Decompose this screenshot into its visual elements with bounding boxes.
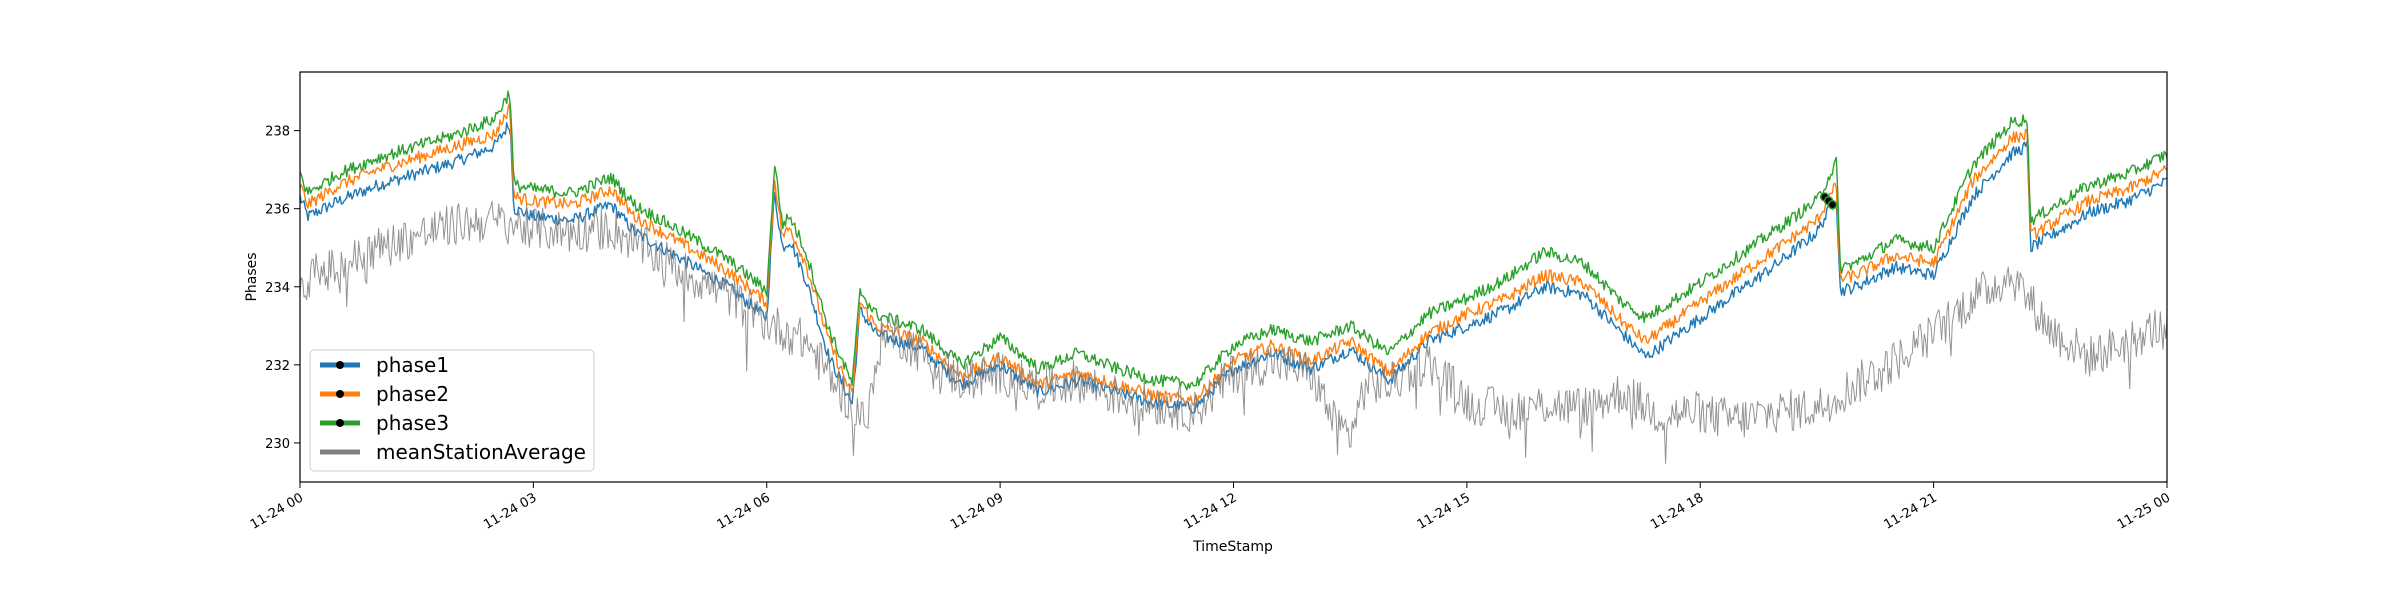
y-tick-label-4: 238: [265, 125, 290, 140]
y-axis: 230 232 234 236 238: [265, 125, 300, 452]
series-line-meanStationAverage: [299, 200, 2168, 464]
marker-layer: [1819, 192, 1838, 210]
series-layer: [299, 90, 2168, 464]
legend-marker-phase2: [336, 390, 344, 398]
y-tick-label-3: 236: [265, 203, 290, 218]
y-axis-label: Phases: [244, 252, 260, 301]
y-tick-label-1: 232: [265, 359, 290, 374]
data-marker-2: [1827, 200, 1838, 210]
legend-items: phase1 phase2 phase3 meanStationAverage: [320, 353, 586, 464]
y-tick-label-0: 230: [265, 437, 290, 452]
legend-label-phase1: phase1: [376, 353, 449, 377]
legend-box: [309, 349, 595, 472]
legend-entry-phase2: phase2: [320, 382, 449, 406]
legend-marker-phase3: [336, 419, 344, 427]
legend-label-phase2: phase2: [376, 382, 449, 406]
x-axis-label: TimeStamp: [1192, 539, 1273, 555]
legend-label-meanStationAverage: meanStationAverage: [376, 440, 586, 464]
series-line-phase2: [299, 102, 2168, 406]
legend-entry-phase1: phase1: [320, 353, 449, 377]
series-line-phase1: [299, 122, 2168, 414]
legend-entry-phase3: phase3: [320, 411, 449, 435]
legend: phase1 phase2 phase3 meanStationAverage: [309, 349, 595, 472]
series-line-phase3: [299, 90, 2168, 391]
legend-marker-phase1: [336, 361, 344, 369]
legend-label-phase3: phase3: [376, 411, 449, 435]
y-tick-label-2: 234: [265, 281, 290, 296]
legend-entry-meanStationAverage: meanStationAverage: [320, 440, 586, 464]
